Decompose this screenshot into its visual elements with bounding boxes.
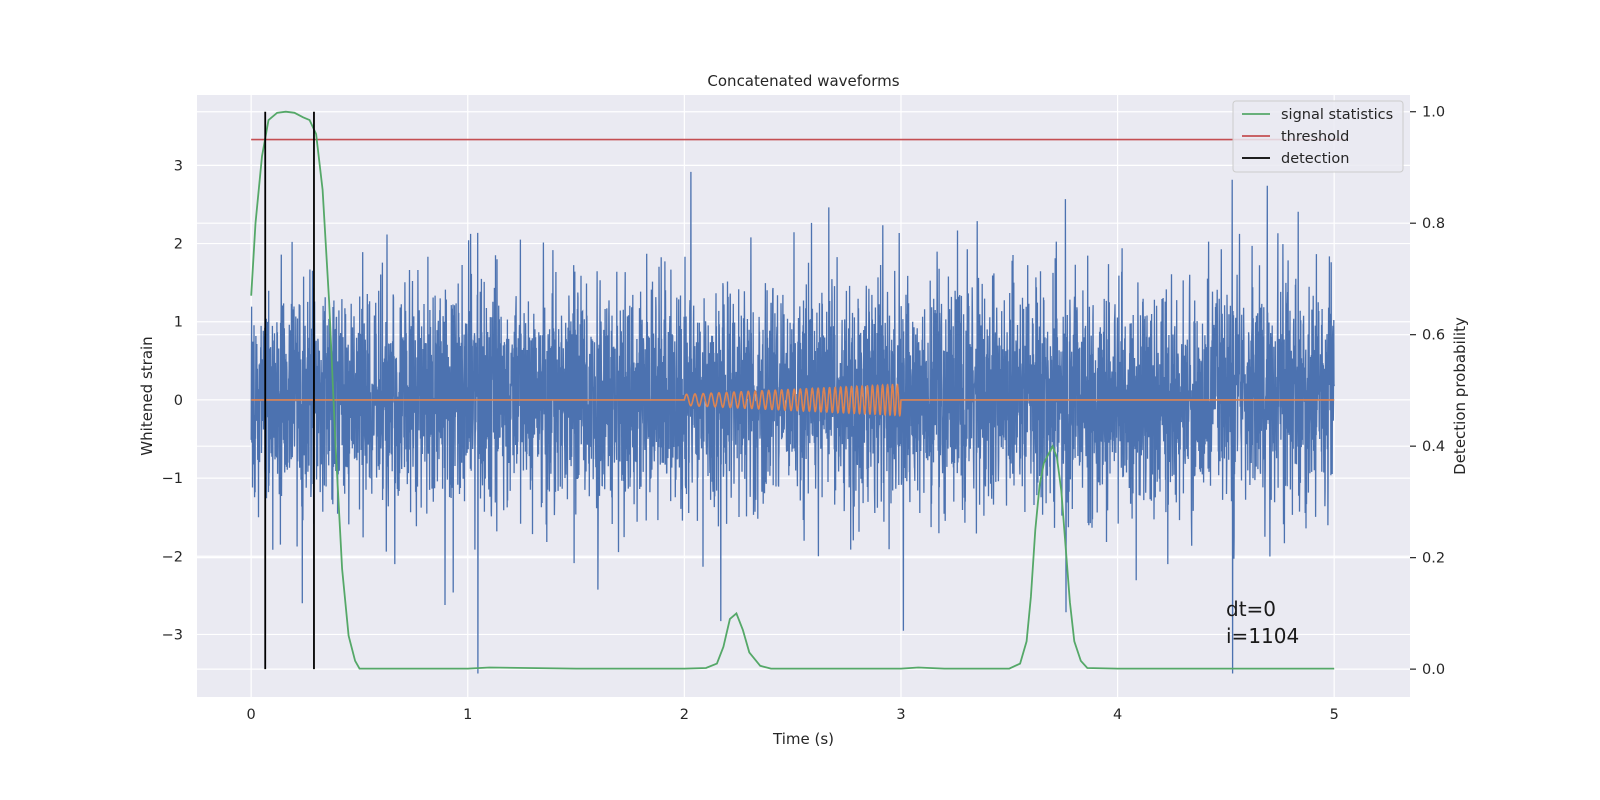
- legend-box: [1232, 100, 1404, 173]
- legend-entry-threshold: threshold: [1281, 129, 1349, 145]
- legend-entry-signal-statistics: signal statistics: [1281, 107, 1393, 123]
- y-tick-label: −1: [162, 471, 183, 487]
- x-tick-label: 3: [896, 707, 905, 723]
- strain-series-line: [250, 171, 1335, 674]
- y-right-tick-label: 1.0: [1422, 105, 1445, 121]
- injection-series-line: [251, 383, 1335, 418]
- y-right-tick-label: 0.4: [1422, 439, 1445, 455]
- y-tick-label: −2: [162, 549, 183, 565]
- y-right-tick-label: 0.8: [1422, 216, 1445, 232]
- x-tick-label: 0: [247, 707, 256, 723]
- legend: signal statistics threshold detection: [1232, 100, 1404, 173]
- legend-entry-detection: detection: [1281, 151, 1349, 167]
- y-right-tick-label: 0.2: [1422, 551, 1445, 567]
- chart-title: Concatenated waveforms: [707, 72, 899, 90]
- y-right-tick-label: 0.6: [1422, 328, 1445, 344]
- x-axis-label: Time (s): [772, 730, 834, 748]
- y-axis-label: Whitened strain: [138, 336, 156, 455]
- axis-ticks: 0 1 2 3 4 5 −3 −2 −1 0 1 2 3 0.0 0.2 0.4 0.6 0.8 1.0: [162, 105, 1445, 723]
- y-right-axis-label: Detection probability: [1451, 317, 1469, 475]
- y-tick-label: 2: [174, 237, 183, 253]
- annotation-index: i=1104: [1226, 624, 1299, 648]
- y-tick-label: 1: [174, 315, 183, 331]
- x-tick-label: 1: [463, 707, 472, 723]
- x-tick-label: 2: [680, 707, 689, 723]
- x-tick-label: 5: [1330, 707, 1339, 723]
- y-tick-label: 3: [174, 158, 183, 174]
- y-right-tick-label: 0.0: [1422, 662, 1445, 678]
- detection-lines: [264, 111, 315, 670]
- y-tick-label: 0: [174, 393, 183, 409]
- annotation-dt: dt=0: [1226, 597, 1276, 621]
- x-tick-label: 4: [1113, 707, 1122, 723]
- signal-statistics-line: [250, 110, 1335, 670]
- y-tick-label: −3: [162, 627, 183, 643]
